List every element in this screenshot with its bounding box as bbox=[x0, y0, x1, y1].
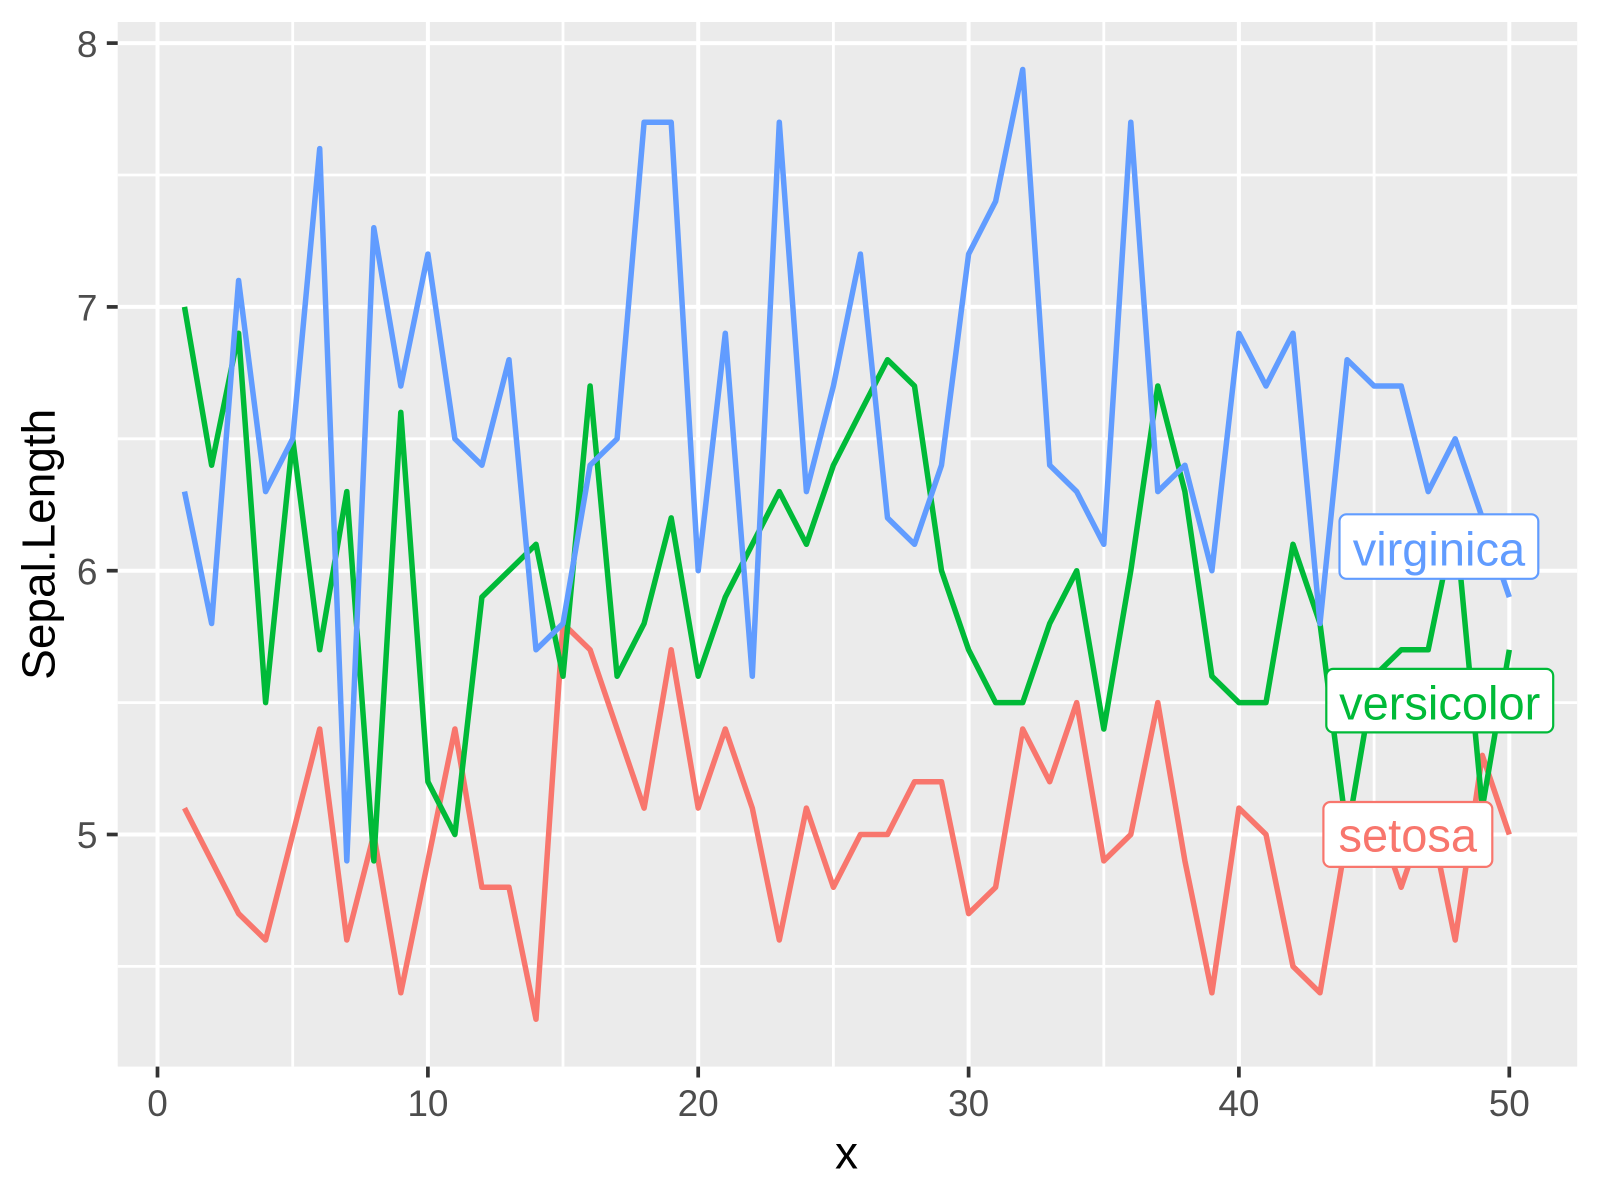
svg-text:8: 8 bbox=[77, 24, 98, 65]
svg-text:setosa: setosa bbox=[1339, 809, 1478, 862]
svg-text:7: 7 bbox=[77, 288, 98, 329]
svg-text:10: 10 bbox=[407, 1083, 448, 1124]
svg-text:x: x bbox=[835, 1127, 858, 1179]
svg-text:50: 50 bbox=[1489, 1083, 1530, 1124]
svg-text:versicolor: versicolor bbox=[1339, 676, 1540, 729]
svg-text:20: 20 bbox=[678, 1083, 719, 1124]
svg-text:6: 6 bbox=[77, 551, 98, 592]
svg-text:30: 30 bbox=[948, 1083, 989, 1124]
svg-text:virginica: virginica bbox=[1353, 522, 1526, 575]
svg-text:40: 40 bbox=[1218, 1083, 1259, 1124]
svg-text:Sepal.Length: Sepal.Length bbox=[12, 409, 64, 680]
svg-text:0: 0 bbox=[147, 1083, 168, 1124]
svg-text:5: 5 bbox=[77, 815, 98, 856]
